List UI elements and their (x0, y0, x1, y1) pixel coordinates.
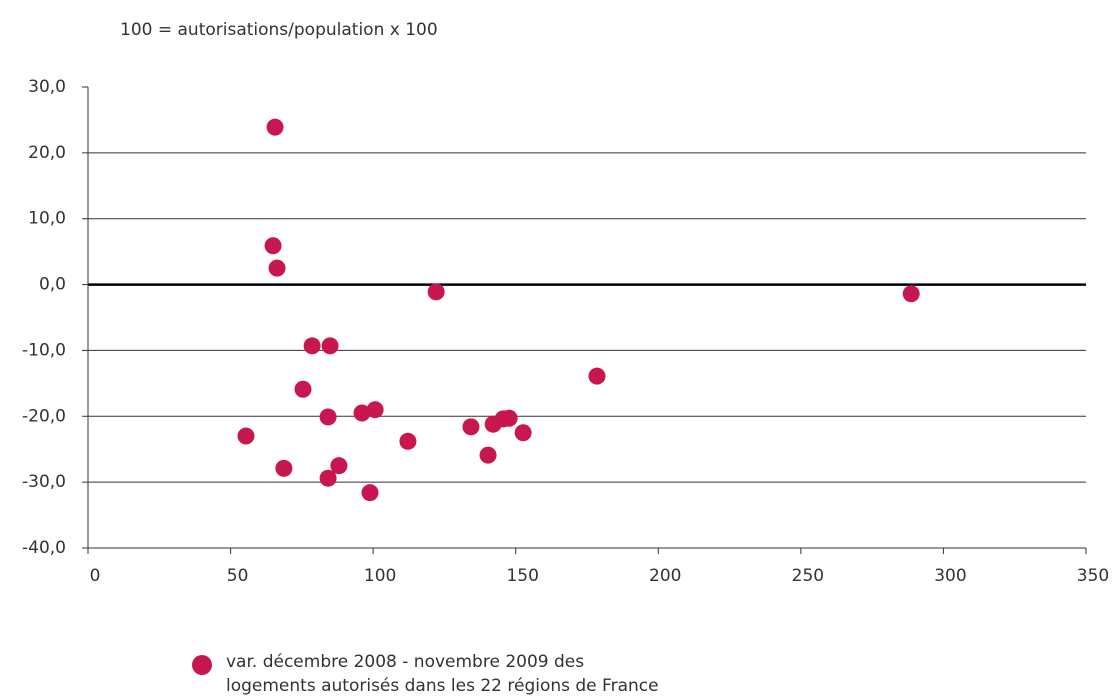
legend: var. décembre 2008 - novembre 2009 des l… (192, 650, 676, 699)
chart: 100 = autorisations/population x 100 -40… (22, 20, 1109, 586)
point (268, 259, 286, 277)
y-tick-label: -30,0 (22, 472, 66, 492)
point (479, 446, 497, 464)
point (330, 457, 348, 475)
y-tick-label: 30,0 (28, 77, 66, 97)
point (266, 118, 284, 136)
x-tick-label: 150 (506, 566, 538, 586)
legend-marker (192, 655, 212, 675)
point (427, 283, 445, 301)
point (399, 432, 417, 450)
point (237, 427, 255, 445)
point (353, 404, 371, 422)
point (366, 401, 384, 419)
point (361, 484, 379, 502)
x-tick-label: 200 (649, 566, 681, 586)
x-tick-label: 0 (90, 566, 101, 586)
point (303, 337, 321, 355)
point (462, 418, 480, 436)
point (902, 285, 920, 303)
point (588, 367, 606, 385)
y-tick-label: -40,0 (22, 538, 66, 558)
point (319, 469, 337, 487)
point (319, 408, 337, 426)
x-tick-label: 100 (364, 566, 396, 586)
y-tick-label: 0,0 (39, 275, 66, 295)
x-tick-label: 350 (1077, 566, 1109, 586)
point (264, 237, 282, 255)
y-tick-label: 20,0 (28, 143, 66, 163)
point (321, 337, 339, 355)
chart-subtitle: 100 = autorisations/population x 100 (120, 20, 438, 40)
y-tick-label: 10,0 (28, 209, 66, 229)
y-tick-label: -20,0 (22, 406, 66, 426)
point (514, 424, 532, 442)
legend-label: var. décembre 2008 - novembre 2009 des l… (226, 652, 659, 696)
x-tick-label: 250 (792, 566, 824, 586)
point (275, 459, 293, 477)
point (500, 409, 518, 427)
x-tick-label: 50 (227, 566, 249, 586)
y-tick-label: -10,0 (22, 340, 66, 360)
x-tick-label: 300 (934, 566, 966, 586)
point (294, 380, 312, 398)
